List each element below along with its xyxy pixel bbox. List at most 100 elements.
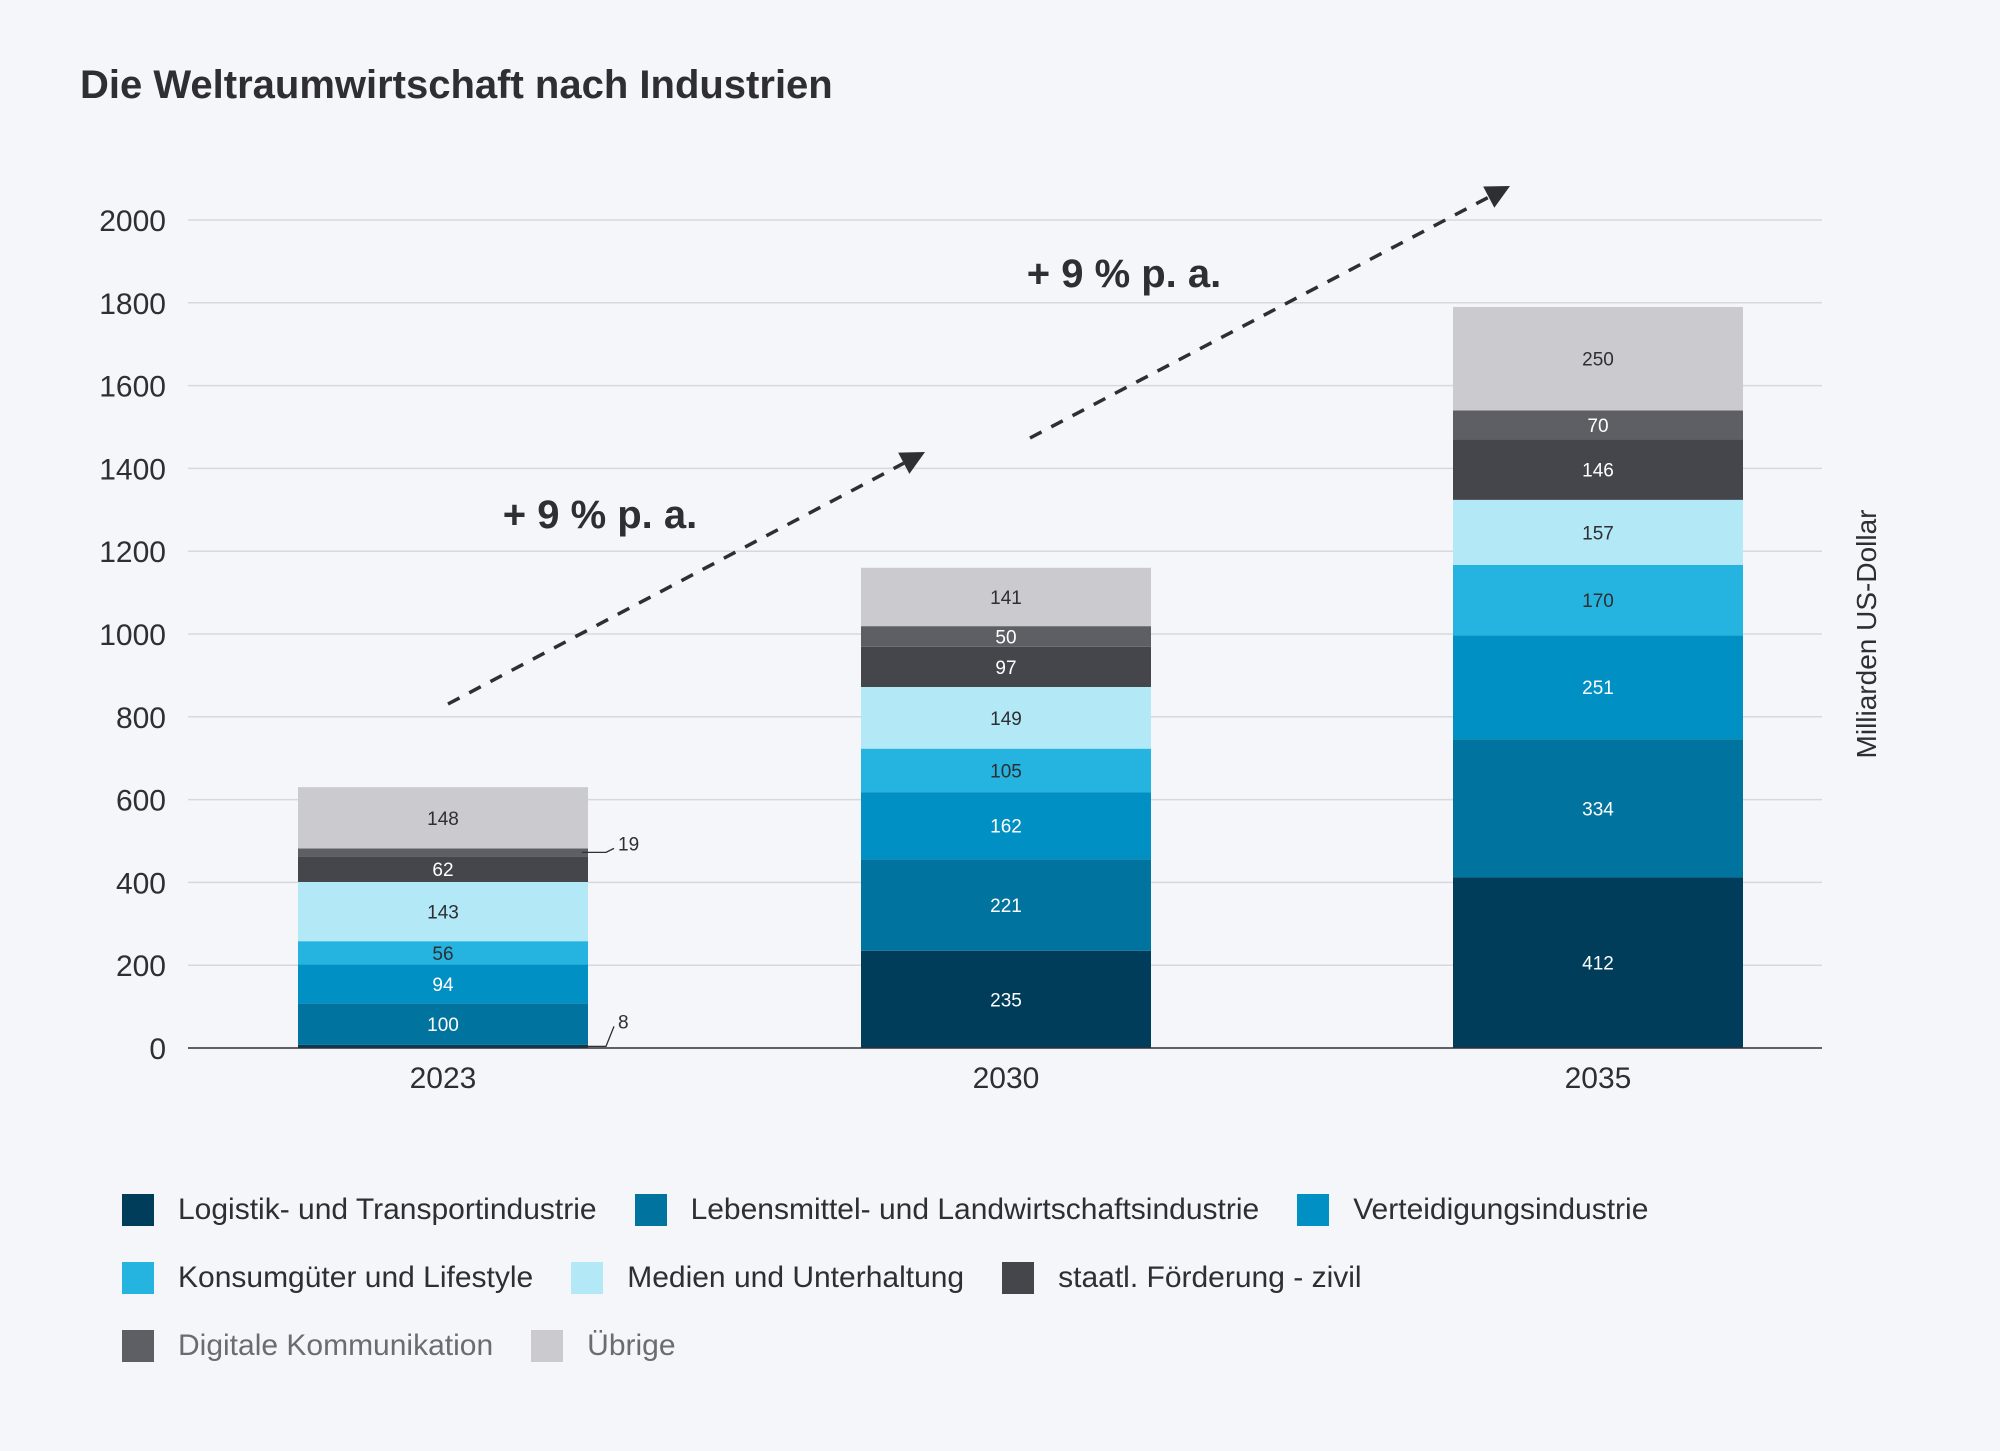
- legend-item: Logistik- und Transportindustrie: [122, 1193, 597, 1227]
- legend-swatch: [531, 1330, 564, 1362]
- callout-label: 8: [618, 1012, 629, 1033]
- bar-stack-2023: 100 94 56 143 62 148: [298, 787, 588, 1048]
- data-label: 250: [1582, 350, 1614, 371]
- legend-swatch: [571, 1262, 604, 1294]
- y-axis-label: Milliarden US-Dollar: [1851, 510, 1882, 759]
- bar-segment: [298, 881, 588, 942]
- data-label: 148: [427, 809, 459, 830]
- bar-segment: [298, 848, 588, 857]
- x-tick-label: 2030: [973, 1062, 1040, 1095]
- bar-segment: [861, 567, 1151, 627]
- bar-stack-2035: 412 334 251 170 157 146 70 250: [1453, 306, 1743, 1048]
- data-label: 56: [432, 944, 453, 965]
- bars: 100 94 56 143 62 148 235 221 162 105 149 97 50 141 412…: [298, 306, 1743, 1048]
- legend-label: Lebensmittel- und Landwirtschaftsindustr…: [690, 1193, 1260, 1226]
- x-tick-label: 2023: [410, 1062, 477, 1095]
- y-axis-ticks: 0 200 400 600 800 1000 1200 1400 1600 1800 2000: [99, 205, 166, 1066]
- bar-segment: [298, 941, 588, 965]
- legend-label: staatl. Förderung - zivil: [1058, 1261, 1362, 1294]
- data-label: 97: [995, 658, 1016, 679]
- data-label: 162: [990, 817, 1022, 838]
- y-tick-label: 1800: [99, 288, 166, 321]
- legend-swatch: [1297, 1194, 1330, 1226]
- y-tick-label: 200: [116, 950, 166, 983]
- y-tick-label: 800: [116, 702, 166, 735]
- bar-segment: [1453, 739, 1743, 878]
- bar-segment: [861, 748, 1151, 793]
- bar-segment: [861, 859, 1151, 951]
- legend-item: Digitale Kommunikation: [122, 1329, 493, 1363]
- callout-leader: [582, 1026, 615, 1047]
- data-label: 146: [1582, 461, 1614, 482]
- bar-segment: [298, 1044, 588, 1048]
- y-tick-label: 1600: [99, 371, 166, 404]
- legend-item: Verteidigungsindustrie: [1297, 1193, 1648, 1227]
- legend-label: Logistik- und Transportindustrie: [178, 1193, 597, 1226]
- bar-segment: [298, 964, 588, 1004]
- legend-item: staatl. Förderung - zivil: [1002, 1261, 1362, 1295]
- legend-label: Medien und Unterhaltung: [627, 1261, 965, 1294]
- bar-segment: [1453, 564, 1743, 636]
- legend-item: Konsumgüter und Lifestyle: [122, 1261, 533, 1295]
- y-tick-label: 1000: [99, 619, 166, 652]
- data-label: 412: [1582, 954, 1614, 975]
- y-tick-label: 2000: [99, 205, 166, 238]
- legend-item: Übrige: [531, 1329, 676, 1363]
- data-label: 141: [990, 588, 1022, 609]
- data-label: 94: [432, 975, 454, 996]
- bar-segment: [1453, 877, 1743, 1048]
- data-label: 157: [1582, 523, 1614, 544]
- data-label: 170: [1582, 591, 1614, 612]
- data-label: 105: [990, 761, 1022, 782]
- legend-row: Digitale Kommunikation Übrige: [122, 1312, 1882, 1380]
- bar-segment: [1453, 635, 1743, 740]
- bar-segment: [861, 792, 1151, 860]
- y-tick-label: 1200: [99, 536, 166, 569]
- data-label: 149: [990, 709, 1022, 730]
- data-label: 334: [1582, 799, 1614, 820]
- data-label: 235: [990, 990, 1022, 1011]
- legend-item: Lebensmittel- und Landwirtschaftsindustr…: [634, 1193, 1260, 1227]
- bar-segment: [861, 686, 1151, 749]
- legend-swatch: [634, 1194, 667, 1226]
- bar-segment: [861, 950, 1151, 1048]
- data-label: 50: [995, 627, 1016, 648]
- legend: Logistik- und Transportindustrie Lebensmi…: [122, 1176, 1882, 1380]
- legend-label: Digitale Kommunikation: [178, 1329, 494, 1362]
- legend-swatch: [1002, 1262, 1035, 1294]
- bar-segment: [1453, 306, 1743, 411]
- arrow-head: [898, 452, 925, 474]
- data-label: 70: [1587, 416, 1608, 437]
- data-label: 100: [427, 1015, 459, 1036]
- growth-arrow-line: [1029, 195, 1490, 440]
- callout-leader: [582, 847, 615, 854]
- callouts: 8 19: [582, 834, 639, 1047]
- bar-segment: [1453, 499, 1743, 565]
- bar-segment: [1453, 410, 1743, 440]
- chart-title: Die Weltraumwirtschaft nach Industrien: [80, 63, 833, 107]
- legend-label: Verteidigungsindustrie: [1353, 1193, 1649, 1226]
- bar-stack-2030: 235 221 162 105 149 97 50 141: [861, 567, 1151, 1048]
- growth-arrows: + 9 % p. a. + 9 % p. a.: [447, 186, 1510, 706]
- legend-label: Übrige: [587, 1329, 676, 1362]
- x-axis-ticks: 2023 2030 2035: [410, 1062, 1632, 1095]
- growth-annotation: + 9 % p. a.: [503, 493, 698, 537]
- data-label: 251: [1582, 678, 1614, 699]
- legend-swatch: [122, 1262, 154, 1294]
- data-label: 221: [990, 896, 1022, 917]
- bar-segment: [298, 856, 588, 882]
- arrow-head: [1483, 186, 1510, 208]
- bar-segment: [861, 646, 1151, 687]
- bar-segment: [1453, 439, 1743, 500]
- data-label: 143: [427, 903, 459, 924]
- bar-segment: [298, 787, 588, 849]
- legend-swatch: [122, 1194, 154, 1226]
- legend-item: Medien und Unterhaltung: [571, 1261, 964, 1295]
- bar-segment: [298, 1003, 588, 1045]
- y-tick-label: 400: [116, 867, 166, 900]
- y-tick-label: 1400: [99, 453, 166, 486]
- callout-label: 19: [618, 834, 639, 855]
- growth-annotation: + 9 % p. a.: [1027, 252, 1222, 296]
- legend-row: Konsumgüter und Lifestyle Medien und Unte…: [122, 1244, 1882, 1312]
